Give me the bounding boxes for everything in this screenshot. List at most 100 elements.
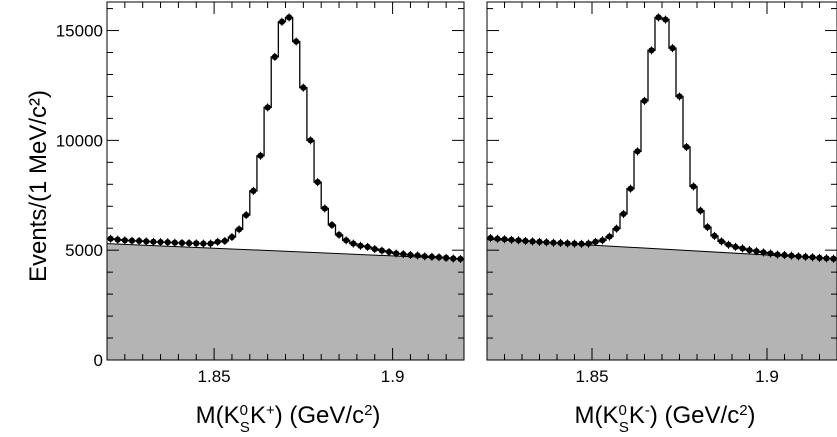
right-data-point <box>487 235 494 242</box>
right-data-point <box>676 93 683 100</box>
left-fit-histogram <box>107 16 464 260</box>
right-fit-histogram <box>487 16 837 260</box>
right-data-point <box>655 14 662 21</box>
left-data-point <box>414 252 421 259</box>
left-background-area <box>107 243 464 360</box>
left-data-point <box>128 237 136 244</box>
left-data-point <box>450 255 457 262</box>
right-data-point <box>606 233 613 240</box>
left-data-point <box>214 238 221 245</box>
left-data-point <box>193 240 200 247</box>
right-data-point <box>767 250 774 257</box>
right-data-point <box>578 240 585 247</box>
right-data-point <box>585 240 592 247</box>
left-data-point <box>328 221 336 229</box>
left-data-point <box>457 255 464 263</box>
left-data-point <box>435 254 443 261</box>
right-data-point <box>599 237 606 244</box>
left-data-point <box>221 237 228 245</box>
left-data-point <box>343 237 350 244</box>
left-data-point <box>200 240 207 247</box>
right-background-area <box>487 239 837 360</box>
right-data-point <box>683 143 690 151</box>
x-axis-title-right: M(K0 SK-) (GeV/c2) <box>574 402 755 436</box>
right-data-point <box>515 237 522 244</box>
left-data-point <box>350 240 357 247</box>
y-tick-label: 10000 <box>56 131 103 150</box>
right-data-point <box>823 255 830 262</box>
left-data-point <box>178 239 186 247</box>
right-data-point <box>557 239 564 247</box>
left-data-point <box>107 235 114 242</box>
left-data-point <box>264 104 271 111</box>
right-x-tick-label: 1.85 <box>575 367 608 386</box>
right-data-point <box>494 235 501 242</box>
right-data-point <box>816 254 823 261</box>
left-data-point <box>321 205 328 212</box>
y-tick-label: 0 <box>94 351 103 370</box>
y-tick-label: 15000 <box>56 22 103 41</box>
left-data-point <box>293 38 300 45</box>
left-data-point <box>335 231 343 238</box>
right-data-point <box>739 245 746 252</box>
right-data-point <box>732 243 739 250</box>
left-data-point <box>207 240 214 247</box>
x-axis-title-left: M(K0 SK+) (GeV/c2) <box>196 402 381 436</box>
right-data-point <box>809 254 816 261</box>
right-data-point <box>536 238 543 245</box>
left-data-point <box>257 152 264 159</box>
left-data-point <box>443 254 450 261</box>
right-data-point <box>508 236 515 243</box>
y-axis-title: Events/(1 MeV/c²) <box>25 90 52 282</box>
left-data-point <box>136 237 143 245</box>
left-data-point <box>371 245 378 253</box>
right-data-point <box>830 255 837 262</box>
left-data-point <box>393 250 400 257</box>
left-data-point <box>150 238 157 245</box>
right-data-point <box>620 210 627 218</box>
right-data-point <box>522 237 529 245</box>
left-data-point <box>164 239 171 246</box>
left-data-point <box>378 247 385 254</box>
left-data-point <box>235 226 243 233</box>
left-data-point <box>114 236 121 243</box>
left-data-point <box>300 84 307 91</box>
right-data-point <box>795 253 802 260</box>
left-data-point <box>250 187 257 194</box>
right-data-point <box>746 247 753 254</box>
left-data-point <box>428 253 435 260</box>
left-x-tick-label: 1.85 <box>198 367 231 386</box>
right-data-point <box>690 183 697 190</box>
left-data-point <box>186 240 193 247</box>
right-data-point <box>760 249 767 256</box>
left-data-point <box>307 137 314 144</box>
right-data-point <box>669 45 676 52</box>
right-data-point <box>802 253 809 260</box>
left-data-point <box>271 53 278 61</box>
right-data-point <box>571 240 578 247</box>
right-data-point <box>697 207 704 214</box>
left-data-point <box>400 251 407 258</box>
right-data-point <box>704 224 711 231</box>
left-data-point <box>385 248 393 256</box>
right-data-point <box>718 238 725 245</box>
left-data-point <box>421 253 428 260</box>
right-data-point <box>774 251 781 258</box>
left-data-point <box>278 18 286 25</box>
left-panel: 1.85 1.9 0 5000 10000 15000 <box>56 1 465 386</box>
left-data-point <box>364 243 371 250</box>
right-panel: 1.85 1.9 <box>486 1 837 386</box>
left-x-tick-label: 1.9 <box>381 367 405 386</box>
right-data-point <box>648 47 655 54</box>
right-data-point <box>711 232 718 240</box>
left-data-point <box>157 238 164 246</box>
right-data-point <box>781 251 788 259</box>
right-data-point <box>543 239 550 246</box>
y-tick-label: 5000 <box>65 241 103 260</box>
right-data-point <box>529 238 536 245</box>
right-data-point <box>641 97 648 104</box>
left-data-point <box>243 211 250 219</box>
right-data-point <box>501 236 508 243</box>
right-data-point <box>613 225 620 232</box>
